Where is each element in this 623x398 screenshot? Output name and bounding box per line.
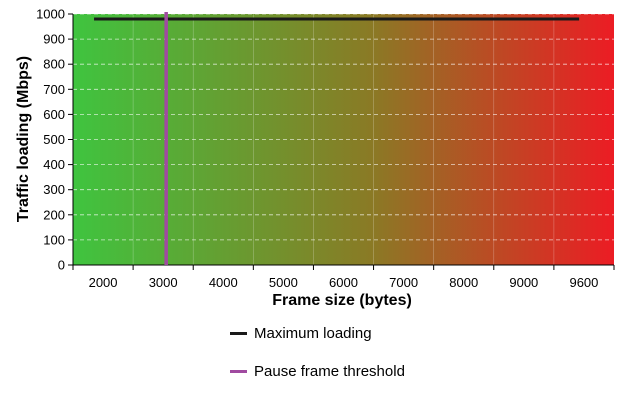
y-axis-title: Traffic loading (Mbps): [15, 56, 32, 222]
axes: [68, 13, 615, 270]
legend: Maximum loading Pause frame threshold: [230, 322, 405, 398]
series: [94, 12, 580, 265]
legend-item-pause-frame-threshold: Pause frame threshold: [230, 360, 405, 382]
x-tick-label-9000: 9000: [509, 275, 538, 290]
legend-swatch-maximum-loading: [230, 331, 247, 335]
x-tick-label-2000: 2000: [89, 275, 118, 290]
y-tick-label-400: 400: [43, 157, 65, 172]
x-tick-label-8000: 8000: [449, 275, 478, 290]
x-tick-label-4000: 4000: [209, 275, 238, 290]
y-tick-label-500: 500: [43, 132, 65, 147]
y-tick-label-200: 200: [43, 207, 65, 222]
y-tick-label-1000: 1000: [36, 7, 65, 22]
legend-item-maximum-loading: Maximum loading: [230, 322, 405, 344]
y-tick-label-100: 100: [43, 232, 65, 247]
x-tick-label-5000: 5000: [269, 275, 298, 290]
x-tick-label-7000: 7000: [389, 275, 418, 290]
y-tick-label-700: 700: [43, 82, 65, 97]
x-tick-label-3000: 3000: [149, 275, 178, 290]
tick-labels: 0 100 200 300 400 500 600 700 800 900 1000 2000 3000…: [36, 7, 598, 291]
x-axis-title: Frame size (bytes): [272, 292, 412, 309]
y-tick-label-900: 900: [43, 32, 65, 47]
y-tick-label-800: 800: [43, 57, 65, 72]
plot-area: [73, 14, 614, 265]
x-tick-label-6000: 6000: [329, 275, 358, 290]
y-tick-label-600: 600: [43, 107, 65, 122]
y-tick-label-0: 0: [58, 258, 65, 273]
y-tick-label-300: 300: [43, 182, 65, 197]
legend-label-maximum-loading: Maximum loading: [254, 324, 372, 342]
chart: 0 100 200 300 400 500 600 700 800 900 1000 2000 3000…: [15, 7, 615, 309]
legend-label-pause-frame-threshold: Pause frame threshold: [254, 362, 405, 380]
gridlines: [73, 13, 614, 265]
x-tick-label-9600: 9600: [569, 275, 598, 290]
legend-swatch-pause-frame-threshold: [230, 369, 247, 373]
